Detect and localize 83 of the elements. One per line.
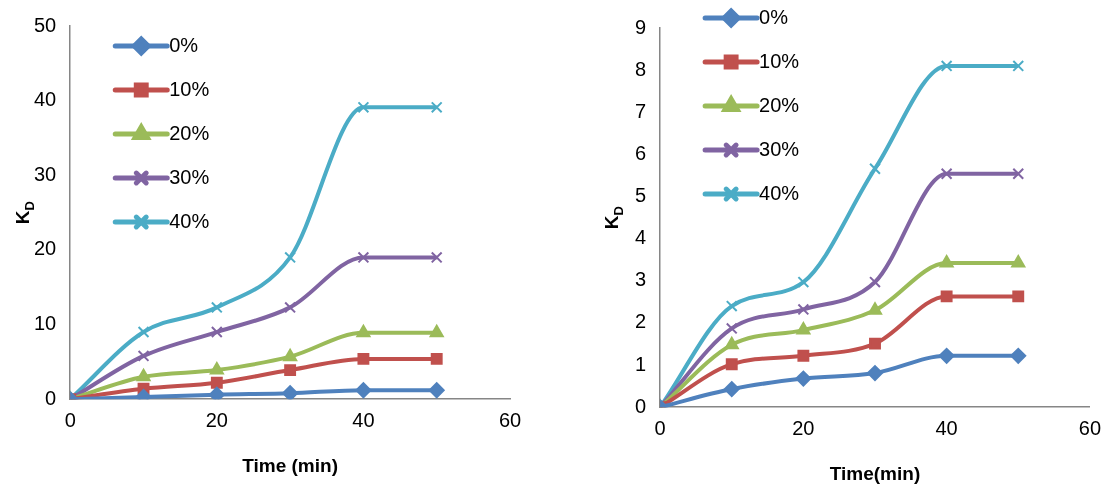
x-tick-label: 60 [1078,416,1101,439]
point [356,324,371,338]
y-tick-label: 8 [635,57,647,80]
x-axis-title: Time (min) [242,454,338,476]
point [938,347,955,364]
point [940,167,953,180]
point [282,385,299,400]
point [1012,290,1025,303]
y-tick-label: 10 [34,312,57,335]
point [210,301,223,314]
y-tick-label: 40 [34,88,57,111]
point [723,381,740,398]
y-tick-label: 3 [635,268,647,291]
point [1012,59,1025,72]
x-tick-label: 40 [935,416,958,439]
y-tick-label: 5 [635,184,647,207]
y-axis-title: KD [12,201,37,225]
legend-label: 10% [759,49,800,72]
y-tick-label: 20 [34,237,57,260]
y-tick-label: 30 [34,162,57,185]
y-tick-label: 0 [45,386,57,409]
legend-label: 40% [759,181,800,204]
point [429,324,444,338]
point [137,326,150,338]
point [136,368,151,382]
point [357,251,370,264]
x-tick-label: 60 [498,408,522,431]
point [1012,167,1025,180]
point [725,322,738,335]
y-tick-label: 50 [34,13,57,36]
legend-label: 30% [759,137,800,160]
point [357,101,370,114]
point [283,348,298,362]
point [797,349,810,362]
y-tick-label: 1 [635,352,647,375]
point [869,162,881,175]
point [430,352,443,365]
y-tick-label: 0 [635,394,647,417]
x-tick-label: 0 [64,408,76,431]
point [1010,347,1027,364]
point [430,251,443,264]
point [867,302,883,315]
point [210,326,223,338]
legend-label: 20% [759,93,800,116]
point [357,352,370,365]
point [725,300,738,313]
point [355,382,372,399]
point [795,370,812,387]
legend-label: 0% [759,5,789,28]
point [940,290,953,303]
point [725,358,738,371]
point [940,59,953,72]
point [284,364,297,377]
point [869,337,881,350]
x-tick-label: 20 [205,408,228,431]
point [796,322,811,335]
x-tick-label: 40 [352,408,375,431]
point [428,382,445,399]
y-tick-label: 9 [635,15,647,38]
y-tick-label: 7 [635,99,647,122]
point [797,303,810,316]
point [137,349,150,362]
point [209,362,224,375]
point [208,386,225,400]
point [284,301,297,314]
legend-label: 10% [169,77,210,100]
legend-label: 40% [169,209,210,232]
point [867,365,883,382]
y-tick-label: 6 [635,141,647,164]
point [939,255,954,268]
legend-label: 30% [169,165,210,188]
y-tick-label: 4 [635,226,647,249]
point [210,376,223,389]
x-tick-label: 0 [654,416,666,439]
legend-label: 0% [169,33,199,56]
x-tick-label: 20 [792,416,815,439]
point [430,101,443,114]
x-axis-title: Time(min) [829,462,921,484]
y-axis-title: KD [601,206,626,230]
y-tick-label: 2 [635,310,647,333]
point [724,336,739,350]
point [1011,255,1026,268]
legend-label: 20% [169,121,210,144]
